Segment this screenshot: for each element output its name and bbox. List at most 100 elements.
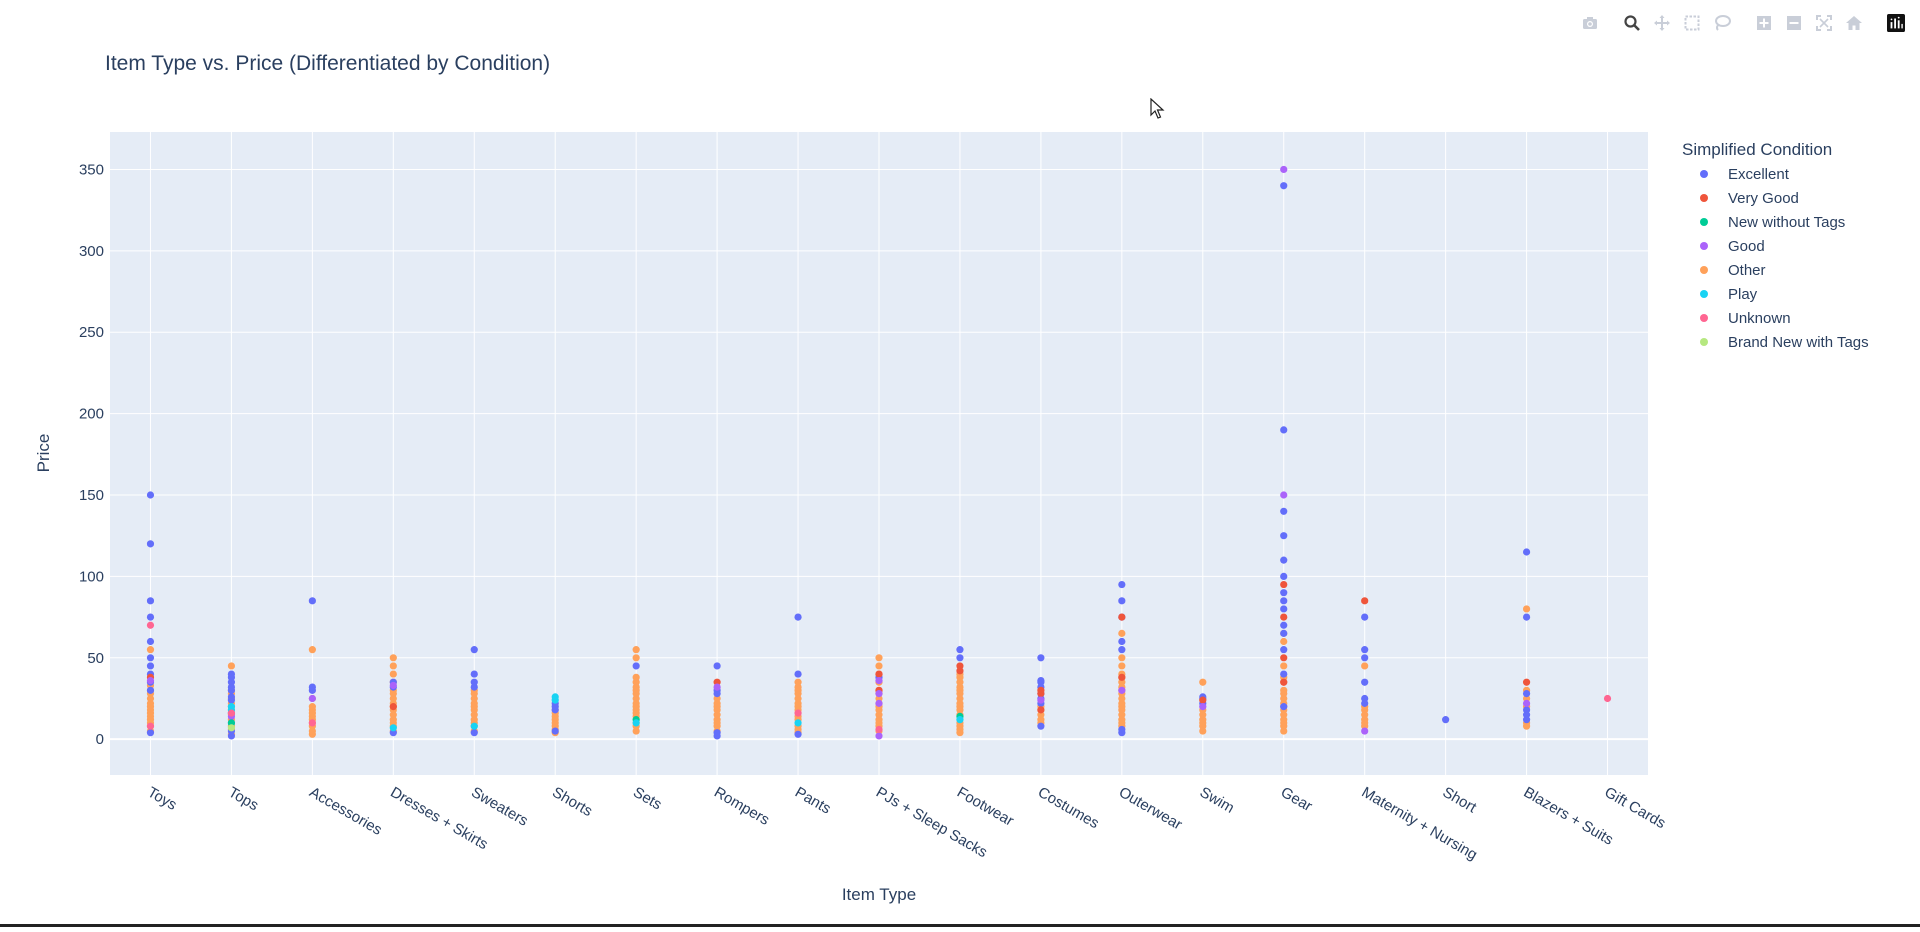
data-point[interactable] <box>308 719 316 727</box>
data-point[interactable] <box>227 662 236 670</box>
legend-item[interactable]: Play <box>1700 286 1758 303</box>
data-point[interactable] <box>1118 613 1126 621</box>
data-point[interactable] <box>1118 725 1126 734</box>
data-point[interactable] <box>1199 703 1207 711</box>
data-point[interactable] <box>1522 690 1531 698</box>
data-point[interactable] <box>1280 654 1288 662</box>
data-point[interactable] <box>389 670 397 678</box>
data-point[interactable] <box>794 730 802 738</box>
data-point[interactable] <box>875 654 883 662</box>
data-point[interactable] <box>956 646 964 654</box>
data-point[interactable] <box>1118 662 1126 670</box>
data-point[interactable] <box>875 732 883 740</box>
data-point[interactable] <box>875 690 883 698</box>
data-point[interactable] <box>227 703 236 711</box>
data-point[interactable] <box>713 662 721 670</box>
data-point[interactable] <box>1280 686 1288 694</box>
data-point[interactable] <box>470 670 478 678</box>
data-point[interactable] <box>146 621 155 629</box>
data-point[interactable] <box>1118 673 1126 681</box>
data-point[interactable] <box>470 729 478 737</box>
data-point[interactable] <box>146 662 155 670</box>
data-point[interactable] <box>1280 613 1288 621</box>
zoom-out-icon[interactable] <box>1779 12 1809 34</box>
data-point[interactable] <box>1280 491 1288 499</box>
data-point[interactable] <box>146 686 155 694</box>
data-point[interactable] <box>875 699 883 707</box>
data-point[interactable] <box>1280 426 1288 434</box>
data-point[interactable] <box>146 676 155 685</box>
data-point[interactable] <box>1442 716 1450 724</box>
data-point[interactable] <box>1280 703 1288 711</box>
data-point[interactable] <box>308 646 316 654</box>
pan-icon[interactable] <box>1647 12 1677 34</box>
data-point[interactable] <box>1522 605 1531 613</box>
data-point[interactable] <box>146 613 155 621</box>
data-point[interactable] <box>551 727 559 735</box>
data-point[interactable] <box>1361 654 1369 662</box>
data-point[interactable] <box>956 654 964 662</box>
data-point[interactable] <box>146 491 155 499</box>
data-point[interactable] <box>146 729 155 737</box>
data-point[interactable] <box>794 678 802 686</box>
data-point[interactable] <box>713 729 721 737</box>
data-point[interactable] <box>1118 654 1126 662</box>
data-point[interactable] <box>1280 507 1288 515</box>
data-point[interactable] <box>632 719 640 727</box>
data-point[interactable] <box>956 716 964 724</box>
data-point[interactable] <box>632 662 640 670</box>
legend-item[interactable]: Brand New with Tags <box>1700 334 1869 351</box>
data-point[interactable] <box>1118 686 1126 694</box>
data-point[interactable] <box>1522 706 1531 714</box>
data-point[interactable] <box>1037 706 1045 714</box>
data-point[interactable] <box>308 597 316 605</box>
data-point[interactable] <box>632 654 640 662</box>
data-point[interactable] <box>1118 629 1126 637</box>
data-point[interactable] <box>1118 580 1126 589</box>
data-point[interactable] <box>1280 580 1288 589</box>
data-point[interactable] <box>389 724 397 732</box>
data-point[interactable] <box>875 676 883 685</box>
data-point[interactable] <box>227 724 236 732</box>
data-point[interactable] <box>632 646 640 654</box>
data-point[interactable] <box>551 693 559 701</box>
data-point[interactable] <box>1199 696 1207 704</box>
reset-axes-icon[interactable] <box>1839 12 1869 34</box>
data-point[interactable] <box>956 662 964 670</box>
data-point[interactable] <box>1280 589 1288 597</box>
legend-item[interactable]: Excellent <box>1700 166 1790 183</box>
legend-item[interactable]: New without Tags <box>1700 214 1845 231</box>
data-point[interactable] <box>1118 597 1126 605</box>
box-select-icon[interactable] <box>1677 12 1707 34</box>
data-point[interactable] <box>308 694 316 703</box>
plotly-logo-icon[interactable] <box>1881 12 1911 34</box>
data-point[interactable] <box>1522 613 1531 621</box>
data-point[interactable] <box>875 670 883 678</box>
data-point[interactable] <box>470 678 478 686</box>
data-point[interactable] <box>1037 686 1045 694</box>
data-point[interactable] <box>1361 662 1369 670</box>
data-point[interactable] <box>389 681 397 690</box>
data-point[interactable] <box>1361 694 1369 703</box>
data-point[interactable] <box>389 654 397 662</box>
legend-item[interactable]: Very Good <box>1700 190 1799 207</box>
legend-item[interactable]: Other <box>1700 262 1766 279</box>
data-point[interactable] <box>1280 556 1288 564</box>
zoom-in-icon[interactable] <box>1749 12 1779 34</box>
data-point[interactable] <box>1522 678 1531 686</box>
data-point[interactable] <box>1280 597 1288 605</box>
data-point[interactable] <box>1280 572 1288 581</box>
legend-item[interactable]: Good <box>1700 238 1765 255</box>
data-point[interactable] <box>794 709 802 717</box>
data-point[interactable] <box>794 670 802 678</box>
data-point[interactable] <box>1280 629 1288 637</box>
data-point[interactable] <box>146 597 155 605</box>
data-point[interactable] <box>389 662 397 670</box>
data-point[interactable] <box>713 683 721 691</box>
data-point[interactable] <box>1280 605 1288 613</box>
data-point[interactable] <box>1037 676 1045 685</box>
data-point[interactable] <box>308 683 316 691</box>
data-point[interactable] <box>470 646 478 654</box>
data-point[interactable] <box>1361 646 1369 654</box>
data-point[interactable] <box>1118 646 1126 654</box>
